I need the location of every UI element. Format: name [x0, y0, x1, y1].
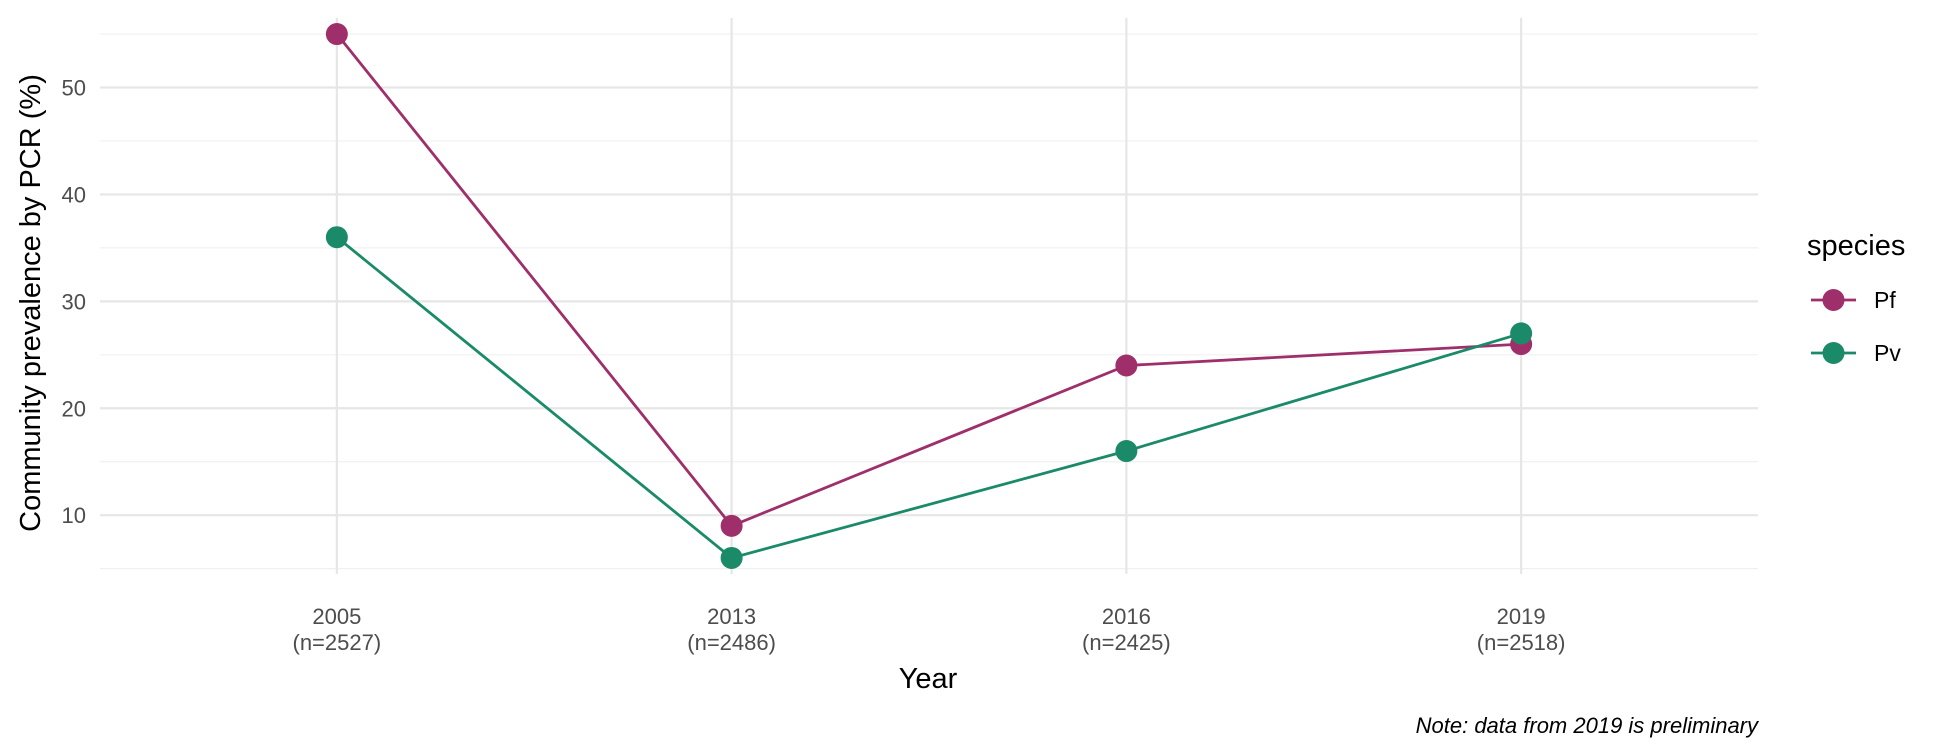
legend-label-pv: Pv: [1874, 340, 1901, 366]
x-tick-label-year: 2013: [707, 604, 756, 629]
series-lines: [335, 33, 1522, 560]
series-points: [325, 23, 1533, 569]
data-point-pv: [720, 546, 743, 569]
x-axis-tick-labels: 2005(n=2527) 2013(n=2486) 2016(n=2425) 2019…: [293, 604, 1566, 655]
y-tick-label: 20: [62, 396, 86, 421]
y-axis-tick-labels: 10 20 30 40 50: [62, 76, 86, 529]
x-tick-label-n: (n=2425): [1082, 630, 1171, 655]
x-tick-label-n: (n=2527): [293, 630, 382, 655]
y-axis-title: Community prevalence by PCR (%): [15, 74, 47, 532]
data-point-pv: [325, 226, 348, 249]
series-line-pf: [335, 33, 1522, 528]
legend-items: Pf Pv: [1811, 287, 1901, 366]
x-tick-label-year: 2016: [1102, 604, 1151, 629]
legend-title: species: [1807, 230, 1905, 262]
x-tick-label-n: (n=2518): [1477, 630, 1566, 655]
y-tick-label: 50: [62, 76, 86, 101]
x-tick-label-n: (n=2486): [687, 630, 776, 655]
y-tick-label: 40: [62, 182, 86, 207]
legend-label-pf: Pf: [1874, 287, 1896, 313]
legend-key-point-pf: [1822, 289, 1845, 311]
legend-key-point-pv: [1822, 342, 1845, 364]
data-point-pv: [1510, 322, 1533, 345]
x-tick-label-year: 2019: [1497, 604, 1546, 629]
chart-caption: Note: data from 2019 is preliminary: [1416, 713, 1760, 738]
data-point-pv: [1115, 440, 1138, 463]
x-axis-title: Year: [899, 663, 958, 695]
legend: species Pf Pv: [1807, 230, 1905, 366]
data-point-pf: [1115, 354, 1138, 377]
data-point-pf: [325, 23, 348, 46]
y-tick-label: 10: [62, 503, 86, 528]
y-tick-label: 30: [62, 289, 86, 314]
x-tick-label-year: 2005: [312, 604, 361, 629]
minor-gridlines: [100, 33, 1758, 570]
major-gridlines: [100, 18, 1758, 574]
series-line-pv: [335, 236, 1522, 560]
data-point-pf: [720, 514, 743, 537]
